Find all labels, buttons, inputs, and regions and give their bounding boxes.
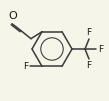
Text: O: O [8,11,17,21]
Text: F: F [86,61,92,70]
Text: F: F [86,28,92,37]
Text: F: F [98,45,103,54]
Text: F: F [23,62,28,71]
